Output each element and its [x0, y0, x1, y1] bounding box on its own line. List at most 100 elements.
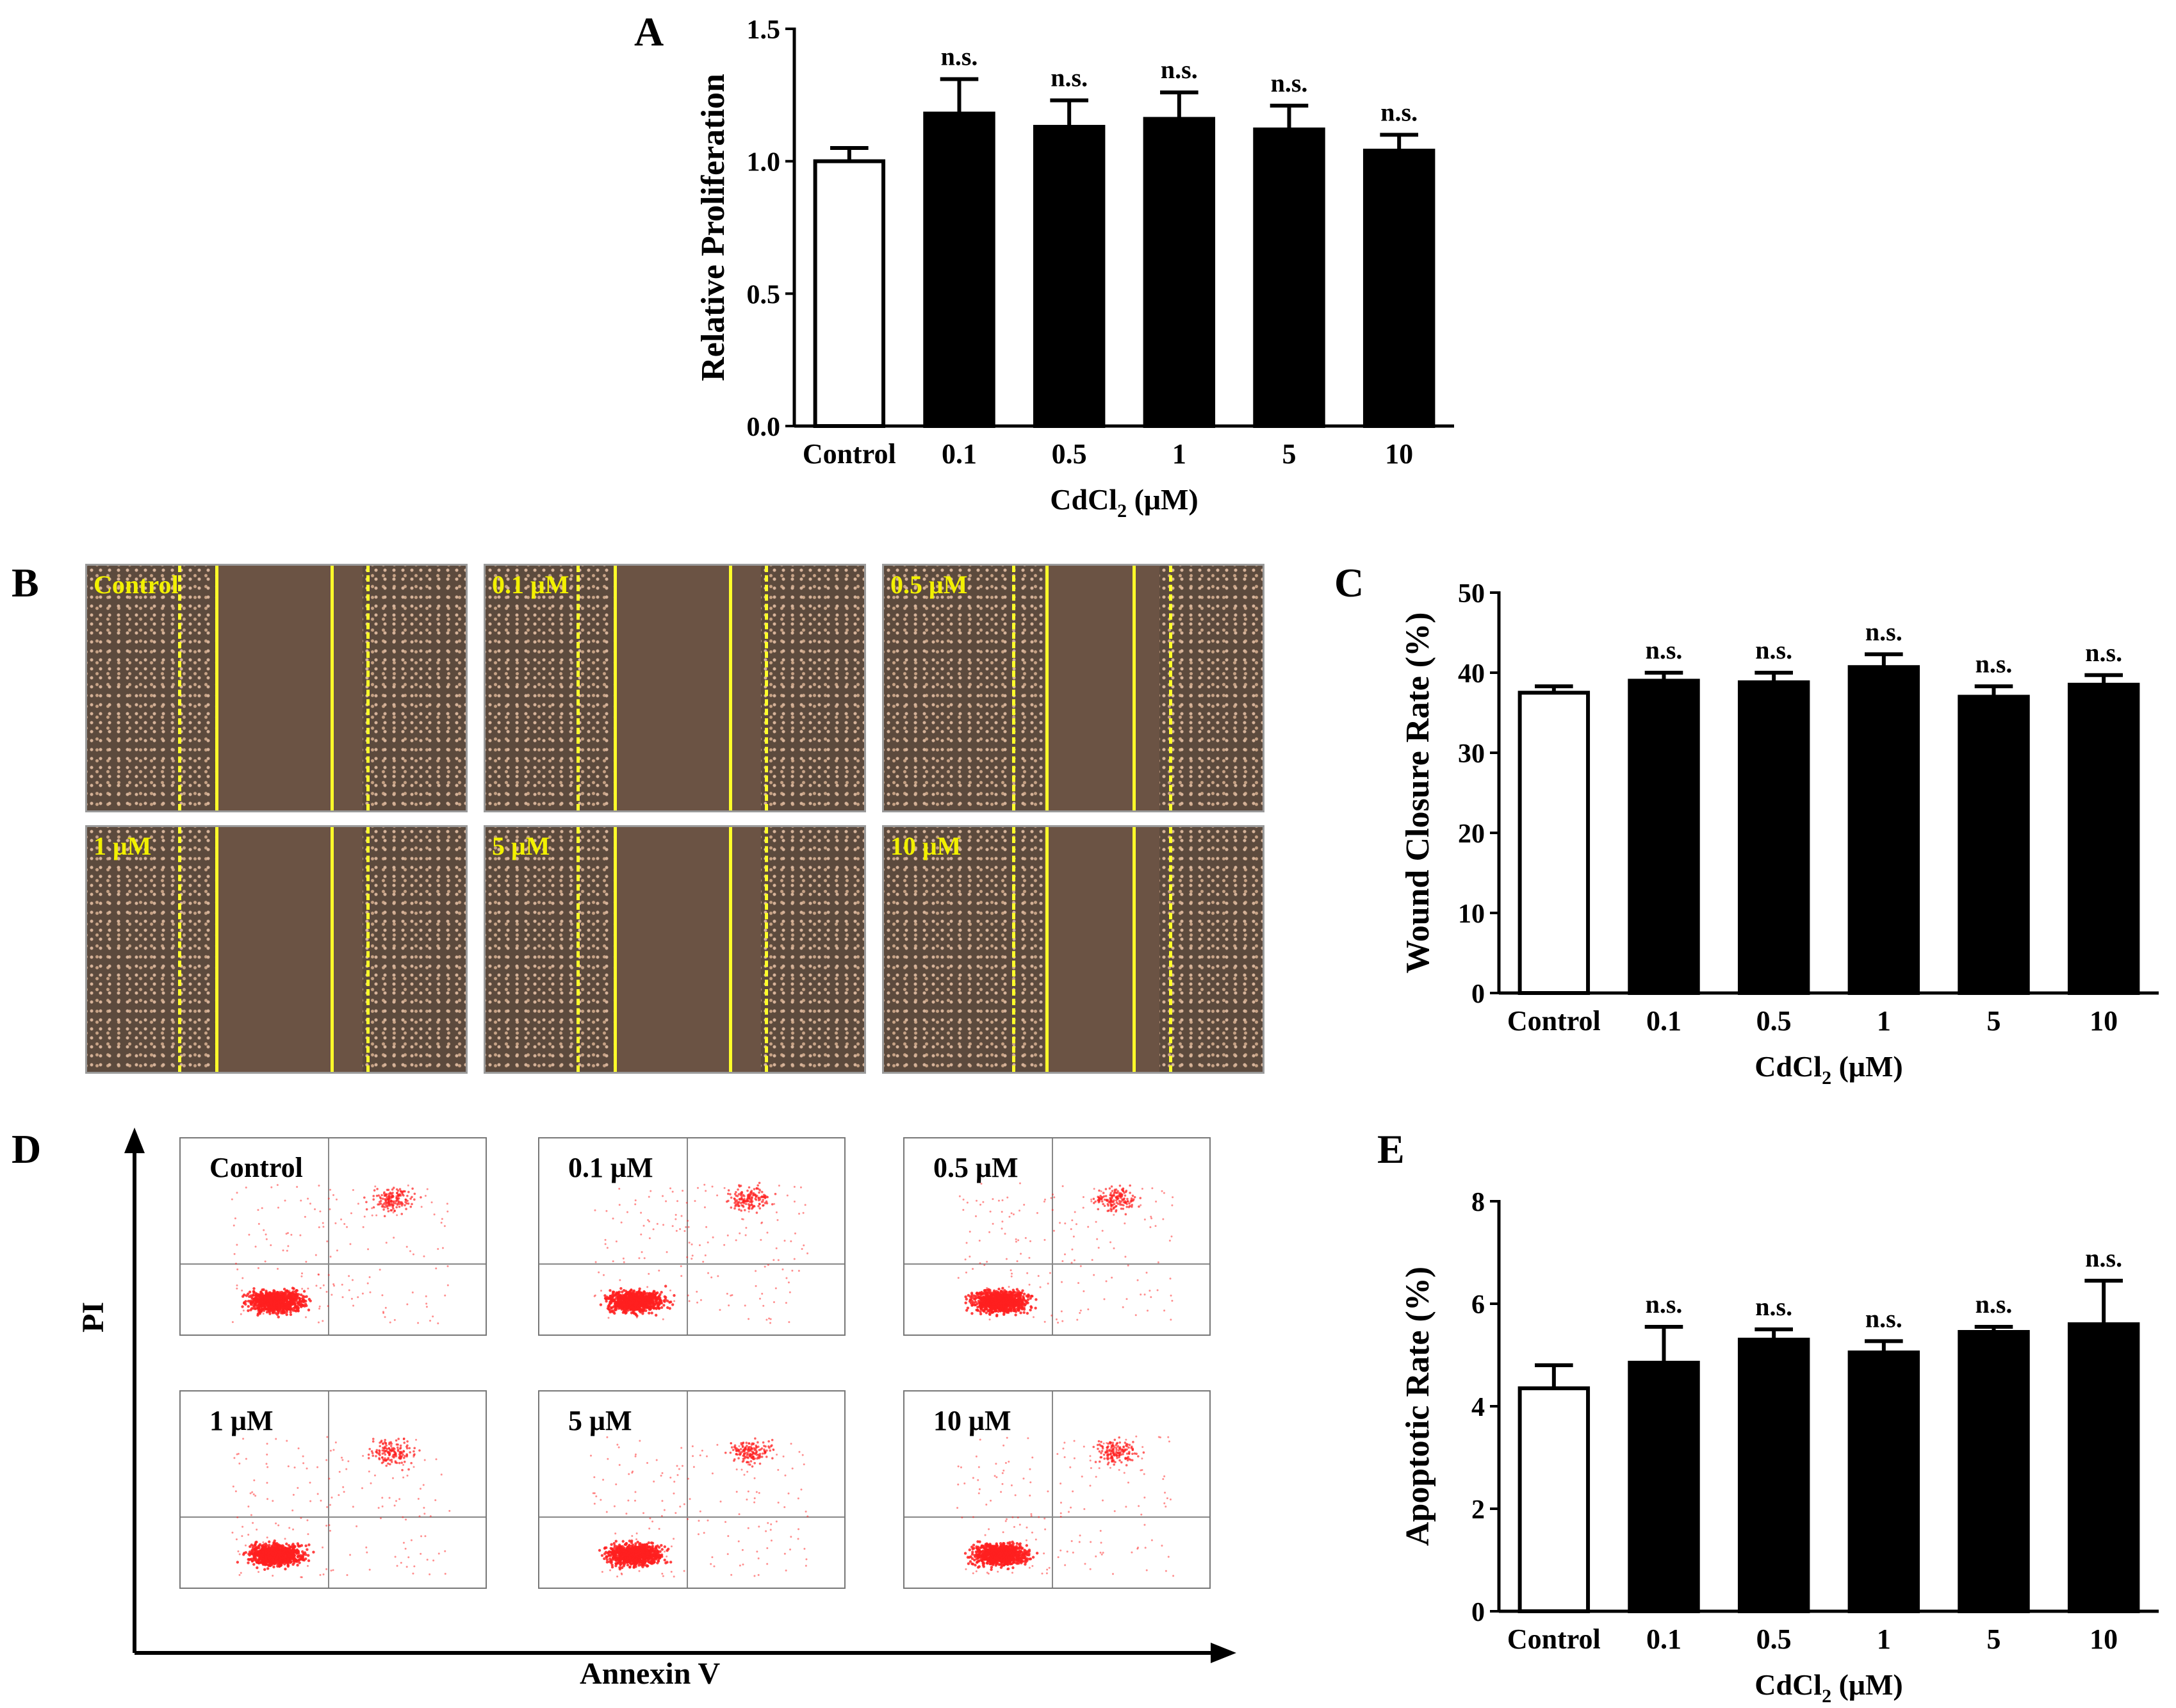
x-axis-title: CdCl2 (μM): [1050, 483, 1198, 521]
significance-label: n.s.: [1976, 1290, 2013, 1318]
bar-1: [1847, 665, 1920, 995]
flow-plot-5um: 5 μM: [538, 1390, 846, 1589]
y-tick-label: 4: [1471, 1393, 1485, 1422]
flow-axes: [124, 1128, 1236, 1663]
scratch-label: Control: [94, 570, 179, 599]
x-tick-label: 5: [1282, 438, 1297, 470]
y-tick-label: 40: [1458, 659, 1485, 689]
bar-0.5: [1737, 680, 1810, 995]
flow-plot-label: Control: [209, 1152, 303, 1183]
flow-plot-label: 5 μM: [568, 1405, 632, 1436]
bar-10: [1362, 149, 1436, 428]
x-axis-title: CdCl2 (μM): [1755, 1668, 1902, 1704]
flow-x-axis-label: Annexin V: [580, 1657, 721, 1691]
y-axis-title: Apoptotic Rate (%): [1400, 1267, 1436, 1546]
x-tick-label: 10: [2090, 1005, 2118, 1037]
y-tick-label: 8: [1471, 1188, 1485, 1217]
y-tick-label: 20: [1458, 819, 1485, 849]
proliferation-chart: 0.0 0.5 1.0 1.5 Control n.s. 0.1 n.s. 0.5 n.s. 1 n.…: [695, 15, 1454, 521]
x-tick-label: 0.1: [942, 438, 977, 470]
x-tick-label: 1: [1877, 1623, 1891, 1655]
flow-plot-label: 10 μM: [933, 1405, 1011, 1436]
scratch-image-10um: 10 μM: [882, 825, 1264, 1074]
flow-plot-0-1um: 0.1 μM: [538, 1137, 846, 1336]
bar-5: [1958, 1330, 2030, 1613]
bar-5: [1253, 127, 1325, 428]
significance-label: n.s.: [1755, 1292, 1792, 1321]
significance-label: n.s.: [1646, 1290, 1683, 1318]
bar-0.5: [1737, 1338, 1810, 1613]
x-tick-label: Control: [1507, 1623, 1601, 1655]
scratch-image-0-1um: 0.1 μM: [484, 564, 866, 812]
bar-0.1: [1628, 1361, 1700, 1613]
x-tick-label: 0.1: [1646, 1005, 1681, 1037]
flow-plot-label: 0.1 μM: [568, 1152, 653, 1183]
significance-label: n.s.: [2085, 1244, 2122, 1272]
x-tick-label: 10: [1385, 438, 1413, 470]
flow-plot-control: Control: [179, 1137, 487, 1336]
y-axis-title: Wound Closure Rate (%): [1400, 612, 1436, 974]
flow-plot-0-5um: 0.5 μM: [903, 1137, 1211, 1336]
significance-label: n.s.: [1380, 97, 1418, 126]
scratch-label: 1 μM: [94, 832, 152, 860]
x-tick-label: 5: [1987, 1005, 2001, 1037]
significance-label: n.s.: [1161, 55, 1198, 84]
bar-5: [1958, 694, 2030, 995]
flow-y-axis-label: PI: [76, 1302, 110, 1333]
bar-1: [1143, 117, 1216, 429]
scratch-image-0-5um: 0.5 μM: [882, 564, 1264, 812]
scratch-label: 10 μM: [890, 832, 961, 860]
x-tick-label: 0.5: [1756, 1005, 1792, 1037]
y-tick-label: 0.5: [747, 280, 781, 309]
bar-Control: [1517, 691, 1591, 995]
x-tick-label: 1: [1172, 438, 1186, 470]
scratch-label: 0.5 μM: [890, 570, 968, 599]
y-tick-label: 10: [1458, 899, 1485, 929]
y-tick-label: 30: [1458, 739, 1485, 769]
bar-10: [2067, 1322, 2140, 1613]
significance-label: n.s.: [1051, 63, 1088, 92]
significance-label: n.s.: [1865, 1304, 1902, 1333]
bar-0.5: [1033, 124, 1106, 429]
x-tick-label: Control: [803, 438, 896, 470]
x-tick-label: Control: [1507, 1005, 1601, 1037]
panel-label-c: C: [1334, 560, 1364, 605]
flow-plot-label: 1 μM: [209, 1405, 274, 1436]
wound-closure-chart: 0 10 20 30 40 50 Control n.s. 0.1 n.s. 0.5 n.s. 1 n.s…: [1400, 579, 2159, 1088]
x-tick-label: 0.5: [1052, 438, 1087, 470]
y-tick-label: 1.0: [747, 148, 781, 177]
x-axis-title: CdCl2 (μM): [1755, 1050, 1902, 1088]
bar-1: [1847, 1351, 1920, 1613]
y-tick-label: 1.5: [747, 15, 781, 45]
significance-label: n.s.: [1976, 649, 2013, 678]
x-tick-label: 10: [2090, 1623, 2118, 1655]
x-tick-label: 1: [1877, 1005, 1891, 1037]
scratch-label: 5 μM: [492, 832, 550, 860]
x-tick-label: 0.5: [1756, 1623, 1792, 1655]
bar-Control: [813, 159, 886, 429]
panel-label-d: D: [12, 1126, 42, 1172]
panel-label-a: A: [634, 9, 664, 54]
y-tick-label: 0.0: [747, 413, 781, 442]
bar-Control: [1517, 1386, 1591, 1613]
scratch-image-control: Control: [85, 564, 468, 812]
panel-label-b: B: [12, 560, 39, 605]
scratch-label: 0.1 μM: [492, 570, 569, 599]
y-tick-label: 0: [1471, 980, 1485, 1009]
x-tick-label: 5: [1987, 1623, 2001, 1655]
flow-plot-10um: 10 μM: [903, 1390, 1211, 1589]
y-axis-title: Relative Proliferation: [695, 74, 732, 381]
apoptotic-rate-chart: 0 2 4 6 8 Control n.s. 0.1 n.s. 0.5 n.s. 1 n.s. 5 n.s.…: [1400, 1188, 2159, 1704]
significance-label: n.s.: [1271, 69, 1308, 97]
bar-0.1: [1628, 678, 1700, 995]
x-tick-label: 0.1: [1646, 1623, 1681, 1655]
bar-0.1: [923, 111, 995, 428]
significance-label: n.s.: [941, 42, 978, 71]
flow-plot-label: 0.5 μM: [933, 1152, 1018, 1183]
significance-label: n.s.: [1646, 636, 1683, 664]
y-tick-label: 2: [1471, 1495, 1485, 1525]
y-tick-label: 50: [1458, 579, 1485, 609]
significance-label: n.s.: [1755, 636, 1792, 664]
flow-plot-1um: 1 μM: [179, 1390, 487, 1589]
panel-label-e: E: [1377, 1126, 1405, 1172]
